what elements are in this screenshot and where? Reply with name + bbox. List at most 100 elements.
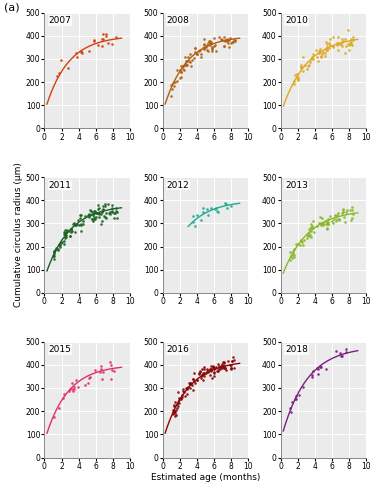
Point [343,348,349,356]
Point [205,39,211,47]
Point [97,368,103,376]
Point [96,213,102,221]
Point [218,362,224,370]
Point [103,32,109,40]
Point [175,388,181,396]
Point [201,45,207,53]
Point [92,366,98,374]
Point [173,410,179,418]
Point [289,254,295,262]
Point [198,50,204,58]
Point [194,376,200,384]
Point [313,46,319,54]
Point [92,215,98,223]
Point [78,210,84,218]
Point [221,358,227,366]
Point [322,52,327,60]
Point [95,206,101,214]
Point [211,364,217,372]
Point [51,246,57,254]
Point [322,50,328,58]
Point [211,363,216,371]
Point [346,40,352,48]
Point [182,392,188,400]
Point [335,40,341,48]
Point [63,232,68,240]
Point [221,358,227,366]
Point [106,209,112,217]
Point [191,212,196,220]
Point [208,367,214,375]
Point [324,43,330,51]
Point [324,226,330,234]
Point [201,370,207,378]
Point [78,47,84,55]
Point [112,33,118,41]
Point [229,364,235,372]
Point [196,46,202,54]
Point [178,68,184,76]
Point [103,214,109,222]
Point [348,38,354,46]
Point [299,238,305,246]
Point [193,50,199,58]
Point [332,215,337,223]
Text: 2011: 2011 [49,180,71,190]
Point [185,61,191,69]
Point [63,234,69,241]
Point [213,363,219,371]
Point [73,376,79,384]
Point [340,206,346,214]
Point [222,364,228,372]
Point [330,33,336,41]
Point [51,252,57,260]
Point [222,198,228,206]
Point [171,407,177,415]
Point [293,392,299,400]
Point [335,46,341,54]
Point [318,220,324,228]
Text: 2015: 2015 [49,345,71,354]
Point [199,372,205,380]
Point [58,56,64,64]
Point [53,244,59,252]
Point [56,404,62,412]
Point [79,48,85,56]
Point [324,220,330,228]
Point [349,41,355,49]
Point [171,408,177,416]
Point [223,366,229,374]
Point [287,256,293,264]
Point [175,398,181,406]
Point [300,383,306,391]
Point [98,362,104,370]
Point [111,368,117,376]
Point [296,73,302,81]
Point [170,410,176,418]
Point [51,412,57,420]
Point [198,52,204,60]
Point [290,246,296,254]
Point [346,46,352,54]
Point [224,204,230,212]
Point [170,408,176,416]
Y-axis label: Cumulative circulus radius (μm): Cumulative circulus radius (μm) [14,162,23,308]
Point [80,220,86,228]
Point [289,251,295,259]
Point [320,221,326,229]
Point [226,43,232,51]
Point [178,68,184,76]
Point [209,44,215,52]
Point [105,200,111,208]
Point [204,206,210,214]
Point [179,394,185,402]
Point [342,36,348,44]
Point [295,76,301,84]
Point [183,384,189,392]
Point [317,213,323,221]
Point [174,66,180,74]
Point [58,239,64,247]
Point [200,44,206,52]
Point [199,364,205,372]
Point [340,36,346,44]
